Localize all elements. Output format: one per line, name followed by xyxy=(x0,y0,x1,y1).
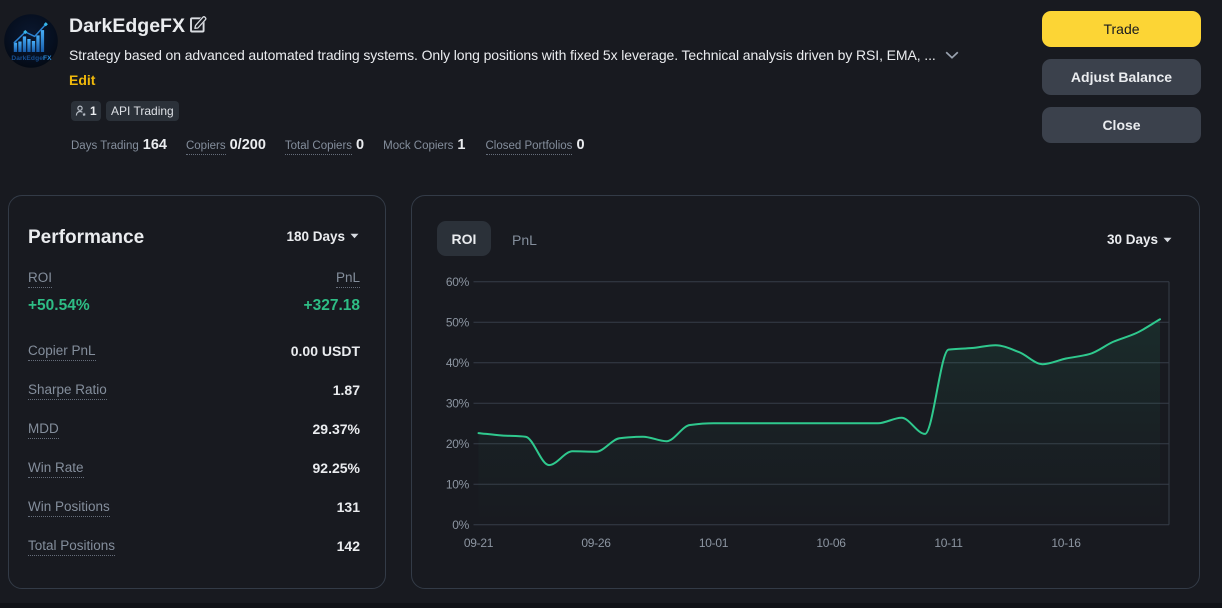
svg-text:0%: 0% xyxy=(452,518,469,532)
svg-text:10-01: 10-01 xyxy=(699,536,729,550)
svg-text:09-21: 09-21 xyxy=(464,536,494,550)
svg-text:10-06: 10-06 xyxy=(816,536,846,550)
svg-text:10-16: 10-16 xyxy=(1051,536,1081,550)
svg-text:09-26: 09-26 xyxy=(581,536,611,550)
svg-text:40%: 40% xyxy=(446,356,470,370)
svg-text:30%: 30% xyxy=(446,397,470,411)
svg-text:60%: 60% xyxy=(446,275,470,289)
svg-text:DarkEdgeFX: DarkEdgeFX xyxy=(11,55,52,62)
svg-text:10%: 10% xyxy=(446,478,470,492)
svg-text:20%: 20% xyxy=(446,437,470,451)
svg-text:50%: 50% xyxy=(446,316,470,330)
svg-text:10-11: 10-11 xyxy=(934,536,963,550)
